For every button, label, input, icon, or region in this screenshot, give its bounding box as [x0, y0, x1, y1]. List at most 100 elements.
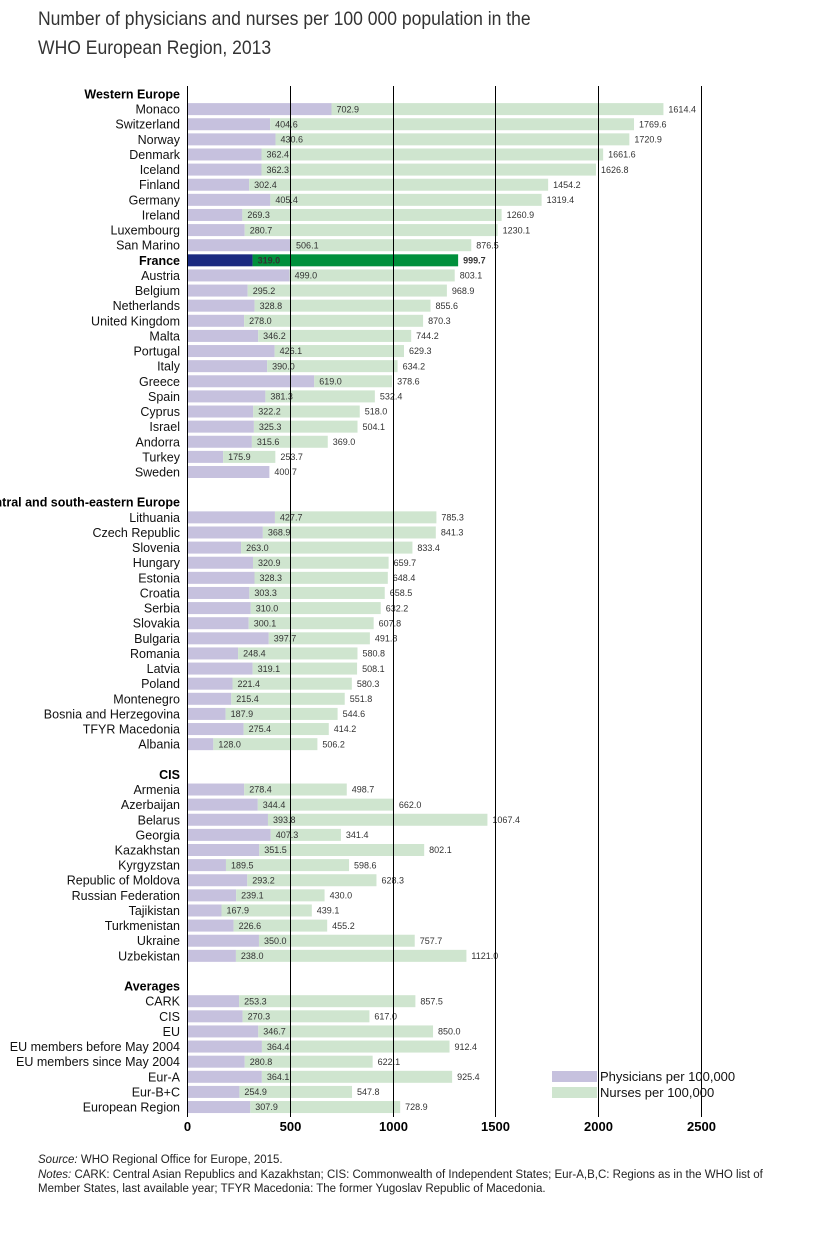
nurses-bar: [244, 783, 347, 796]
category-label: Ireland: [142, 208, 180, 222]
nurses-bar: [267, 813, 488, 826]
nurses-value-label: 925.4: [457, 1072, 480, 1082]
nurses-value-label: 580.8: [362, 649, 385, 659]
category-label: Finland: [139, 178, 180, 192]
nurses-bar: [265, 390, 375, 403]
nurses-bar: [267, 360, 398, 373]
physicians-value-label: 254.9: [244, 1087, 267, 1097]
physicians-bar: [187, 450, 224, 463]
physicians-value-label: 315.6: [257, 437, 280, 447]
nurses-bar: [247, 284, 447, 297]
physicians-bar: [187, 526, 263, 539]
nurses-bar: [250, 602, 381, 615]
nurses-bar: [213, 738, 318, 751]
nurses-value-label: 628.3: [381, 875, 404, 885]
physicians-bar: [187, 828, 271, 841]
physicians-bar: [187, 103, 332, 116]
category-label: CIS: [159, 1010, 180, 1024]
nurses-bar: [268, 632, 370, 645]
physicians-value-label: 344.4: [263, 800, 286, 810]
nurses-bar: [261, 163, 596, 176]
category-label: France: [139, 254, 180, 268]
category-label: Israel: [149, 420, 180, 434]
category-label: Sweden: [135, 466, 180, 480]
physicians-bar: [187, 420, 254, 433]
physicians-value-label: 189.5: [231, 860, 254, 870]
nurses-bar: [247, 874, 377, 887]
physicians-value-label: 293.2: [252, 875, 275, 885]
source-note: Source: WHO Regional Office for Europe, …: [38, 1153, 798, 1168]
nurses-value-label: 551.8: [350, 694, 373, 704]
nurses-bar: [252, 662, 358, 675]
category-label: Bulgaria: [134, 632, 180, 646]
category-label: United Kingdom: [91, 314, 180, 328]
physicians-bar: [187, 677, 233, 690]
nurses-bar: [253, 420, 358, 433]
nurses-value-label: 498.7: [352, 785, 375, 795]
nurses-value-label: 607.8: [379, 618, 402, 628]
category-label: Latvia: [147, 662, 180, 676]
nurses-value-label: 1614.4: [668, 104, 696, 114]
category-label: Poland: [141, 677, 180, 691]
physicians-value-label: 270.3: [248, 1012, 271, 1022]
physicians-bar: [187, 707, 226, 720]
nurses-bar: [252, 556, 389, 569]
x-tick-label: 2000: [584, 1119, 613, 1134]
category-label: Russian Federation: [72, 889, 180, 903]
physicians-value-label: 407.3: [276, 830, 299, 840]
physicians-bar: [187, 662, 253, 675]
physicians-bar: [187, 329, 259, 342]
category-label: EU members before May 2004: [10, 1040, 180, 1054]
nurses-bar: [251, 435, 328, 448]
nurses-value-label: 999.7: [463, 256, 486, 266]
physicians-value-label: 307.9: [255, 1102, 278, 1112]
physicians-value-label: 215.4: [236, 694, 259, 704]
nurses-bar: [238, 647, 358, 660]
physicians-bar: [187, 844, 260, 856]
nurses-value-label: 968.9: [452, 286, 475, 296]
nurses-value-label: 518.0: [365, 407, 388, 417]
physicians-bar: [187, 919, 234, 932]
category-label: TFYR Macedonia: [83, 723, 180, 737]
physicians-bar: [187, 511, 275, 524]
x-tick-label: 500: [280, 1119, 302, 1134]
nurses-value-label: 580.3: [357, 679, 380, 689]
nurses-bar: [261, 148, 604, 161]
physicians-bar: [187, 405, 254, 418]
x-tick-label: 1000: [379, 1119, 408, 1134]
nurses-value-label: 341.4: [346, 830, 369, 840]
physicians-value-label: 619.0: [319, 376, 342, 386]
category-label: Netherlands: [113, 299, 180, 313]
nurses-value-label: 1661.6: [608, 150, 636, 160]
physicians-bar: [187, 133, 276, 146]
physicians-bar: [187, 1040, 262, 1053]
physicians-value-label: 239.1: [241, 891, 264, 901]
chart-title-line-1: Number of physicians and nurses per 100 …: [38, 8, 531, 30]
nurses-value-label: 1626.8: [601, 165, 629, 175]
physicians-value-label: 248.4: [243, 649, 266, 659]
nurses-value-label: 430.0: [330, 891, 353, 901]
physicians-bar: [187, 889, 237, 902]
nurses-value-label: 841.3: [441, 528, 464, 538]
nurses-bar: [331, 103, 664, 116]
physicians-value-label: 362.3: [266, 165, 289, 175]
nurses-value-label: 504.1: [363, 422, 386, 432]
nurses-bar: [262, 526, 436, 539]
physicians-bar: [187, 556, 253, 569]
physicians-value-label: 351.5: [264, 845, 287, 855]
physicians-bar: [187, 299, 255, 312]
category-label: Slovakia: [133, 617, 180, 631]
category-label: Eur-B+C: [132, 1085, 180, 1099]
category-label: Estonia: [138, 571, 180, 585]
category-label: Malta: [149, 329, 180, 343]
nurses-value-label: 508.1: [362, 664, 385, 674]
source-label: Source:: [38, 1154, 78, 1166]
group-header: CIS: [159, 768, 180, 782]
physicians-bar: [187, 1070, 262, 1083]
physicians-bar: [187, 345, 275, 358]
physicians-value-label: 702.9: [337, 104, 360, 114]
physicians-value-label: 322.2: [258, 407, 281, 417]
physicians-value-label: 221.4: [238, 679, 261, 689]
physicians-value-label: 364.4: [267, 1042, 290, 1052]
